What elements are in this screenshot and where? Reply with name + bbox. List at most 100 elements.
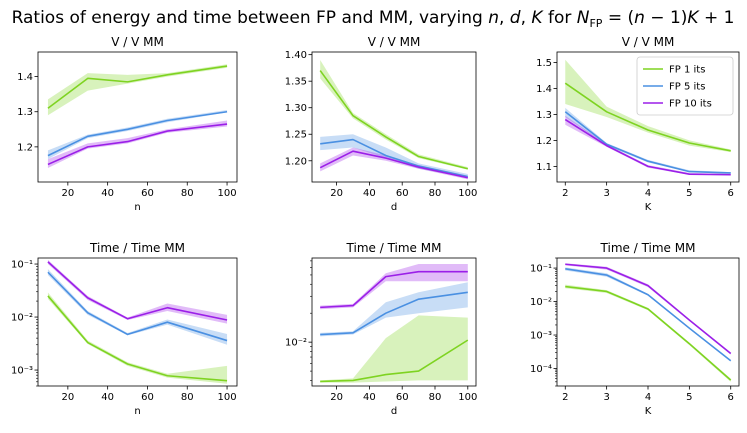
subplot-5: 20 40 60 80 100 10⁻² Time / Time MM d [285, 241, 477, 417]
series-line-fp-1-its [47, 65, 228, 109]
y-tick-label: 1.5 [536, 58, 552, 69]
x-tick-label: 60 [141, 392, 154, 403]
subplot-title: Time / Time MM [600, 241, 696, 255]
x-axis-label: d [391, 406, 397, 417]
x-tick-label: 40 [363, 188, 376, 199]
y-tick-label: 10⁻³ [530, 331, 552, 342]
x-tick-label: 20 [330, 188, 343, 199]
legend-label: FP 5 its [669, 82, 705, 93]
series-line-fp-5-its [564, 111, 731, 174]
subplot-4: 20 40 60 80 100 10⁻³ 10⁻² 10⁻¹ Time / Time MM n [11, 241, 238, 417]
x-tick-label: 40 [101, 392, 114, 403]
y-tick-label: 1.4 [536, 84, 552, 95]
x-tick-label: 6 [728, 392, 734, 403]
legend-frame [636, 56, 734, 116]
x-tick-label: 100 [458, 188, 477, 199]
x-tick-label: 40 [101, 188, 114, 199]
x-tick-label: 80 [181, 392, 194, 403]
x-tick-label: 80 [429, 188, 442, 199]
y-tick-label: 1.30 [285, 103, 307, 114]
x-tick-label: 20 [330, 392, 343, 403]
band-fp-5-its [320, 134, 468, 178]
series-line-fp-10-its [47, 261, 228, 321]
plot-frame [311, 257, 477, 387]
x-tick-label: 2 [562, 392, 568, 403]
legend: FP 1 its FP 5 its FP 10 its [636, 56, 734, 116]
subplot-title: Time / Time MM [89, 241, 185, 255]
x-tick-label: 80 [181, 188, 194, 199]
band-fp-10-its [47, 120, 228, 168]
legend-label: FP 1 its [669, 65, 705, 76]
y-tick-label: 1.3 [17, 107, 33, 118]
x-tick-label: 4 [645, 188, 651, 199]
x-tick-label: 2 [562, 188, 568, 199]
plot-frame [37, 51, 238, 183]
x-axis-label: K [645, 202, 652, 213]
y-tick-label: 10⁻² [285, 338, 307, 349]
x-tick-label: 3 [603, 188, 609, 199]
x-tick-label: 60 [141, 188, 154, 199]
series-line-fp-10-its [319, 150, 468, 179]
band-fp-1-its [47, 292, 228, 384]
band-fp-10-its [320, 147, 468, 180]
x-tick-label: 100 [458, 392, 477, 403]
band-fp-10-its [47, 259, 228, 324]
x-tick-label: 6 [728, 188, 734, 199]
subplot-title: V / V MM [111, 35, 164, 49]
y-tick-label: 1.35 [285, 77, 307, 88]
y-tick-label: 10⁻¹ [11, 260, 33, 271]
x-tick-label: 5 [686, 188, 692, 199]
x-tick-label: 4 [645, 392, 651, 403]
subplot-title: V / V MM [622, 35, 675, 49]
x-axis-label: d [391, 202, 397, 213]
series-line-fp-1-its [319, 70, 468, 170]
subplot-title: Time / Time MM [346, 241, 442, 255]
y-tick-label: 1.3 [536, 110, 552, 121]
x-tick-label: 100 [218, 392, 237, 403]
band-fp-5-its [47, 269, 228, 345]
series-line-fp-1-its [320, 339, 469, 383]
band-fp-1-its [320, 315, 468, 383]
y-tick-label: 1.2 [536, 136, 552, 147]
series-line-fp-10-its [47, 123, 228, 166]
legend-label: FP 10 its [669, 99, 712, 110]
y-tick-label: 1.4 [17, 72, 33, 83]
x-tick-label: 100 [218, 188, 237, 199]
y-tick-label: 10⁻¹ [530, 264, 552, 275]
x-axis-label: n [134, 202, 140, 213]
subplot-1: 20 40 60 80 100 1.2 1.3 1.4 V / V MM n [17, 35, 238, 213]
x-tick-label: 20 [61, 392, 74, 403]
x-axis-label: n [134, 406, 140, 417]
band-fp-10-its [320, 263, 468, 310]
plot-frame [311, 51, 477, 183]
plot-frame [37, 257, 238, 387]
series-line-fp-5-its [47, 110, 228, 157]
x-tick-label: 20 [61, 188, 74, 199]
series-line-fp-1-its [47, 295, 228, 382]
band-fp-5-its [565, 107, 731, 174]
y-tick-label: 10⁻² [11, 313, 33, 324]
series-line-fp-5-its [565, 268, 732, 362]
subplot-6: 2 3 4 5 6 10⁻⁴ 10⁻³ 10⁻² 10⁻¹ Time / Time MM K [530, 241, 740, 417]
series-line-fp-1-its [564, 82, 731, 152]
x-tick-label: 60 [396, 392, 409, 403]
series-line-fp-1-its [565, 285, 732, 381]
x-tick-label: 60 [396, 188, 409, 199]
band-fp-5-its [565, 267, 731, 362]
series-line-fp-10-its [565, 263, 732, 355]
x-tick-label: 5 [686, 392, 692, 403]
subplot-2: 20 40 60 80 100 1.20 1.25 1.30 1.35 1.40 V / V MM d [285, 35, 478, 213]
y-tick-label: 10⁻² [530, 297, 552, 308]
series-line-fp-5-its [320, 291, 468, 336]
band-fp-1-its [47, 64, 228, 116]
y-tick-label: 1.2 [17, 142, 33, 153]
figure-title: Ratios of energy and time between FP and… [12, 8, 735, 30]
x-axis-label: K [645, 406, 652, 417]
series-line-fp-5-its [47, 271, 228, 342]
x-tick-label: 40 [363, 392, 376, 403]
y-tick-label: 1.1 [536, 162, 552, 173]
y-tick-label: 1.25 [285, 130, 307, 141]
y-tick-label: 1.40 [285, 50, 307, 61]
